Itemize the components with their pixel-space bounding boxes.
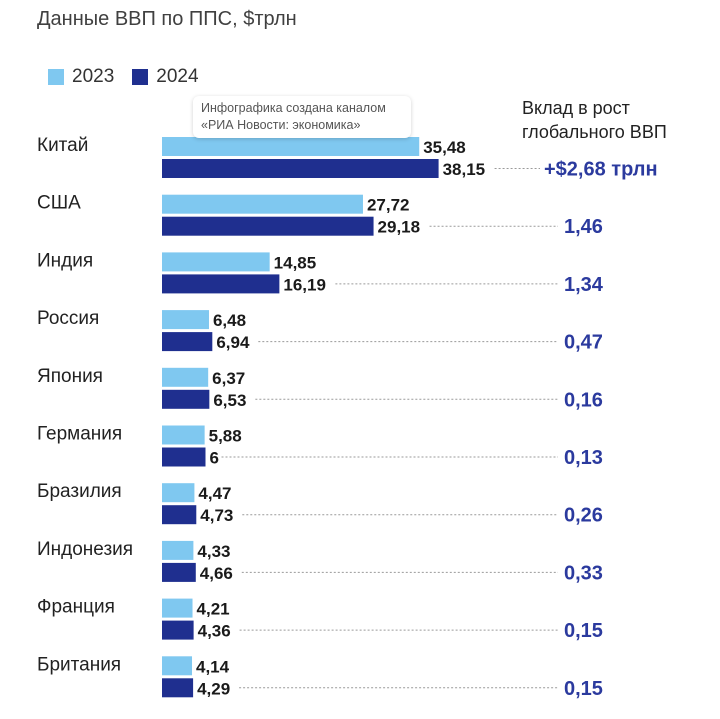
bar-2024 bbox=[162, 159, 439, 178]
legend-swatch-2024 bbox=[132, 69, 149, 85]
bar-2023 bbox=[162, 194, 363, 214]
country-label: США bbox=[37, 193, 81, 214]
value-label-2023: 35,48 bbox=[423, 138, 466, 157]
contribution-value: 0,33 bbox=[564, 562, 603, 584]
value-label-2024: 6,94 bbox=[216, 333, 250, 352]
bar-2024 bbox=[162, 505, 197, 525]
value-label-2023: 4,14 bbox=[196, 657, 230, 676]
value-label-2023: 27,72 bbox=[367, 196, 410, 215]
bar-2023 bbox=[162, 367, 209, 387]
legend-swatch-2023 bbox=[48, 69, 64, 85]
value-label-2024: 4,29 bbox=[197, 679, 230, 698]
country-label: Индия bbox=[37, 250, 93, 271]
country-label: Россия bbox=[37, 308, 99, 329]
country-label: Франция bbox=[37, 597, 115, 618]
bar-2023 bbox=[162, 252, 270, 272]
bar-2024 bbox=[162, 274, 280, 294]
contribution-header: Вклад в рост глобального ВВП bbox=[522, 96, 667, 144]
contribution-value: 1,46 bbox=[564, 216, 603, 238]
value-label-2024: 6 bbox=[210, 449, 219, 468]
value-label-2023: 5,88 bbox=[209, 427, 242, 446]
country-label: Германия bbox=[37, 424, 122, 445]
country-label: Япония bbox=[37, 366, 103, 387]
value-label-2024: 4,36 bbox=[198, 622, 231, 641]
value-label-2023: 4,47 bbox=[198, 484, 231, 503]
contribution-value: 0,15 bbox=[564, 678, 603, 700]
legend-label-2024: 2024 bbox=[156, 66, 199, 87]
value-label-2023: 6,37 bbox=[212, 369, 245, 388]
value-label-2024: 4,66 bbox=[200, 564, 233, 583]
contribution-header-line-2: глобального ВВП bbox=[522, 122, 667, 142]
bar-2024 bbox=[162, 332, 213, 352]
bar-2024 bbox=[162, 216, 374, 236]
watermark-line-2: «РИА Новости: экономика» bbox=[201, 118, 361, 132]
bar-2024 bbox=[162, 620, 194, 640]
contribution-header-line-1: Вклад в рост bbox=[522, 98, 630, 118]
contribution-value: 0,26 bbox=[564, 505, 603, 527]
bar-2023 bbox=[162, 137, 420, 156]
value-label-2023: 14,85 bbox=[274, 253, 317, 272]
contribution-value: 0,16 bbox=[564, 389, 603, 411]
contribution-value: 0,13 bbox=[564, 447, 603, 469]
value-label-2023: 4,33 bbox=[197, 542, 230, 561]
bar-2024 bbox=[162, 447, 206, 467]
contribution-value: 0,15 bbox=[564, 620, 603, 642]
watermark-line-1: Инфографика создана каналом bbox=[201, 101, 386, 115]
bar-2023 bbox=[162, 598, 193, 618]
legend: 2023 2024 bbox=[48, 66, 217, 88]
value-label-2024: 16,19 bbox=[283, 275, 326, 294]
contribution-value: 1,34 bbox=[564, 274, 604, 296]
value-label-2023: 6,48 bbox=[213, 311, 246, 330]
country-label: Бразилия bbox=[37, 481, 122, 502]
bar-2024 bbox=[162, 678, 194, 698]
bar-2023 bbox=[162, 483, 195, 503]
value-label-2024: 29,18 bbox=[378, 218, 421, 237]
bar-2023 bbox=[162, 425, 205, 445]
watermark-label: Инфографика создана каналом «РИА Новости… bbox=[193, 96, 411, 138]
bar-2023 bbox=[162, 656, 193, 676]
country-label: Британия bbox=[37, 654, 121, 675]
bar-2024 bbox=[162, 562, 196, 582]
country-label: Индонезия bbox=[37, 539, 133, 560]
legend-label-2023: 2023 bbox=[72, 66, 115, 87]
contribution-value: 0,47 bbox=[564, 332, 603, 354]
value-label-2023: 4,21 bbox=[197, 600, 230, 619]
chart-subtitle: Данные ВВП по ППС, $трлн bbox=[37, 8, 297, 30]
contribution-value: +$2,68 трлн bbox=[544, 159, 658, 181]
bar-2023 bbox=[162, 540, 194, 560]
country-label: Китай bbox=[37, 135, 88, 156]
value-label-2024: 6,53 bbox=[213, 391, 246, 410]
bar-2023 bbox=[162, 310, 209, 330]
value-label-2024: 38,15 bbox=[443, 160, 486, 179]
value-label-2024: 4,73 bbox=[200, 506, 233, 525]
bar-2024 bbox=[162, 389, 210, 409]
